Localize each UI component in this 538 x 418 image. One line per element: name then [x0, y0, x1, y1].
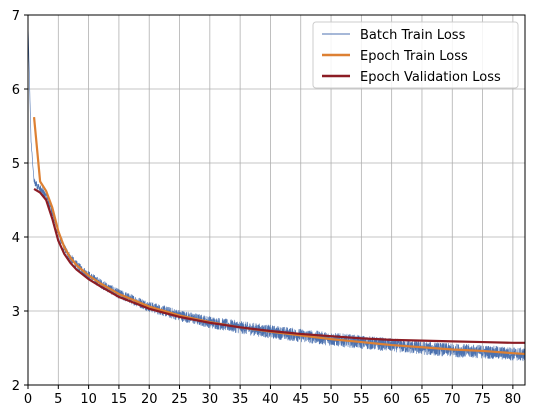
grid — [27, 14, 525, 386]
x-tick-label-30: 30 — [202, 392, 219, 407]
x-tick-label-35: 35 — [232, 392, 249, 407]
series-line-epoch-train-loss — [32, 117, 526, 356]
series-line-epoch-validation-loss — [33, 187, 525, 344]
axes — [27, 14, 526, 386]
y-tick-label-7: 7 — [12, 9, 20, 24]
x-tick-label-45: 45 — [292, 392, 309, 407]
legend-frame — [312, 21, 519, 89]
x-tick-label-25: 25 — [171, 392, 188, 407]
x-tick-label-10: 10 — [80, 392, 97, 407]
x-tick-label-5: 5 — [54, 392, 62, 407]
y-tick-label-6: 6 — [12, 83, 20, 98]
plot-frame — [27, 14, 526, 386]
legend-label-batch-train-loss: Batch Train Loss — [360, 28, 466, 43]
y-tick-label-2: 2 — [12, 379, 20, 394]
x-tick-label-75: 75 — [474, 392, 491, 407]
x-tick-label-40: 40 — [262, 392, 279, 407]
legend-label-epoch-train-loss: Epoch Train Loss — [360, 49, 468, 64]
x-tick-label-65: 65 — [414, 392, 431, 407]
x-tick-label-70: 70 — [444, 392, 461, 407]
y-tick-label-3: 3 — [12, 305, 20, 320]
x-tick-label-20: 20 — [141, 392, 158, 407]
series-layer — [27, 21, 526, 362]
legend-label-epoch-validation-loss: Epoch Validation Loss — [360, 70, 501, 85]
x-tick-label-15: 15 — [111, 392, 128, 407]
x-tick-label-80: 80 — [505, 392, 522, 407]
x-tick-label-50: 50 — [323, 392, 340, 407]
legend: Batch Train Loss Epoch Train Loss Epoch … — [312, 21, 519, 89]
y-tick-label-4: 4 — [12, 231, 20, 246]
y-tick-label-5: 5 — [12, 157, 20, 172]
x-tick-label-0: 0 — [24, 392, 32, 407]
x-tick-label-55: 55 — [353, 392, 370, 407]
x-tick-label-60: 60 — [383, 392, 400, 407]
